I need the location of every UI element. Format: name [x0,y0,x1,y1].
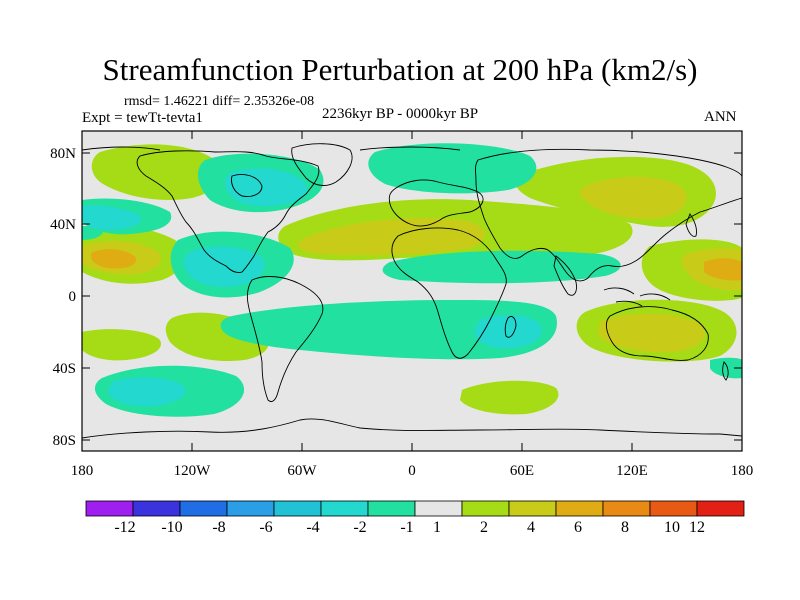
colorbar-swatch [461,500,510,517]
contour-fills [60,143,742,417]
coast-antarctica [82,418,742,439]
colorbar-swatch [508,500,557,517]
lon-label: 120E [616,463,648,479]
coast-new-zealand [722,361,729,381]
coast-madagascar [504,315,517,338]
coast-africa [391,227,507,359]
plot-title: Streamfunction Perturbation at 200 hPa (… [102,52,698,87]
axis-ticks [82,131,742,451]
colorbar-label: -6 [259,519,272,536]
colorbar-swatch [320,500,369,517]
colorbar-swatch [414,500,463,517]
colorbar-label: 12 [689,519,705,536]
coast-south-america [246,276,324,403]
coast-asia [475,148,742,282]
contour-region [368,143,537,194]
lon-label: 60W [287,463,317,479]
contour-region [82,329,161,361]
contour-region [108,377,186,407]
colorbar [85,500,745,517]
coast-japan [685,213,697,237]
contour-region [90,249,137,269]
coast-indonesia [603,287,671,307]
colorbar-label: 10 [664,519,680,536]
coastlines [82,143,742,439]
contour-region [220,300,557,360]
contour-region [579,177,687,219]
contour-region [598,313,705,353]
lon-label: 0 [408,463,416,479]
colorbar-label: 1 [433,519,441,536]
contour-region [474,315,542,349]
stats-label: rmsd= 1.46221 diff= 2.35326e-08 [124,94,315,109]
coast-europe [388,179,484,227]
lon-label: 180 [731,463,754,479]
colorbar-swatch [602,500,651,517]
lat-label: 80S [53,433,76,449]
coast-india [553,255,577,296]
contour-region [704,258,742,281]
lat-label: 80N [50,146,76,162]
coast-arctic [82,146,461,151]
coast-greenland [291,143,353,186]
coast-north-america [136,150,320,273]
contour-region [82,205,141,230]
colorbar-swatch [85,500,134,517]
contour-region [82,226,104,240]
contour-region [183,246,265,288]
coast-australia [605,306,709,361]
colorbar-label: 6 [574,519,582,536]
colorbar-label: 4 [527,519,535,536]
colorbar-swatch [696,500,745,517]
colorbar-label: -8 [212,519,225,536]
colorbar-label: -1 [400,519,413,536]
lon-label: 180 [71,463,94,479]
contour-region [91,144,221,201]
lat-label: 40N [50,217,76,233]
colorbar-label: -12 [114,519,135,536]
time-range-label: 2236kyr BP - 0000kyr BP [322,106,479,122]
experiment-label: Expt = tewTt-tevta1 [82,110,203,126]
colorbar-label: 2 [480,519,488,536]
colorbar-swatch [555,500,604,517]
contour-region [710,357,742,379]
colorbar-label: 8 [621,519,629,536]
colorbar-swatch [226,500,275,517]
season-label: ANN [704,109,737,125]
colorbar-swatch [179,500,228,517]
colorbar-swatch [367,500,416,517]
colorbar-label: -2 [353,519,366,536]
colorbar-label: -10 [161,519,182,536]
contour-region [460,380,559,415]
coast-hudson-bay [231,174,263,197]
lat-label: 40S [53,361,76,377]
lat-label: 0 [69,289,77,305]
colorbar-swatch [132,500,181,517]
lon-label: 60E [510,463,534,479]
lon-label: 120W [174,463,212,479]
contour-region [298,218,485,256]
colorbar-swatch [649,500,698,517]
colorbar-label: -4 [306,519,319,536]
colorbar-swatch [273,500,322,517]
contour-region [60,200,82,212]
